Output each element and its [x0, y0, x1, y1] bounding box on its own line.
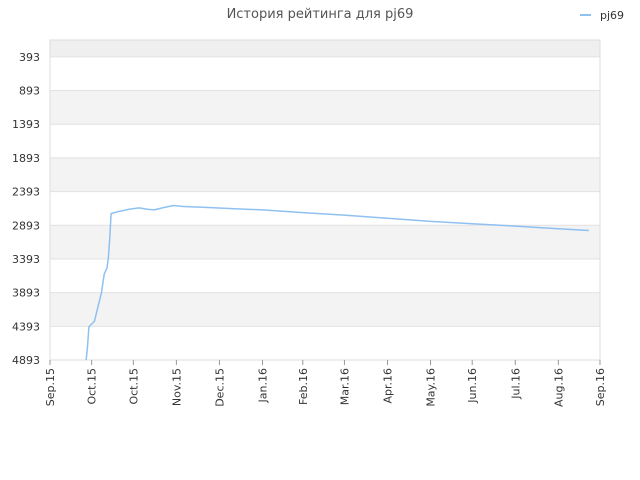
y-tick-label: 3893: [12, 287, 40, 300]
grid-band: [50, 326, 600, 360]
grid-band: [50, 292, 600, 327]
grid-band: [50, 124, 600, 158]
y-tick-label: 4893: [12, 354, 40, 367]
x-tick-label: Aug.16: [552, 368, 565, 407]
grid-bands: [50, 40, 600, 360]
y-tick-label: 4393: [12, 320, 40, 333]
y-tick-label: 3393: [12, 253, 40, 266]
grid-band: [50, 225, 600, 259]
y-tick-label: 393: [19, 51, 40, 64]
series-line-pj69: [85, 204, 589, 361]
x-tick-label: Nov.15: [170, 368, 183, 406]
x-tick-label: May.16: [425, 368, 438, 407]
x-tick-label: Jan.16: [257, 368, 270, 403]
y-tick-label: 2393: [12, 186, 40, 199]
x-tick-label: Dec.15: [213, 368, 226, 407]
y-tick-label: 1893: [12, 152, 40, 165]
plot-border: [49, 39, 601, 361]
x-tick-label: Sep.15: [44, 368, 57, 406]
chart-title: История рейтинга для pj69: [227, 7, 414, 22]
x-tick-label: Mar.16: [338, 368, 351, 405]
grid-band: [50, 40, 600, 57]
legend[interactable]: pj69: [580, 9, 624, 22]
y-tick-label: 1393: [12, 118, 40, 131]
grid-band: [50, 157, 600, 192]
series-layer: [85, 204, 589, 361]
y-tick-label: 2893: [12, 219, 40, 232]
x-tick-label: Jun.16: [466, 368, 479, 404]
grid-band: [50, 56, 600, 91]
y-axis-ticks: 393 893 1393 1893 2393 2893 3393 3893 4393 4893: [12, 51, 40, 367]
grid-band: [50, 258, 600, 293]
y-tick-label: 893: [19, 85, 40, 98]
x-tick-label: Oct.15: [127, 368, 140, 405]
legend-label-pj69: pj69: [600, 9, 624, 22]
x-tick-label: Oct.15: [86, 368, 99, 405]
x-tick-label: Apr.16: [382, 368, 395, 404]
x-tick-label: Feb.16: [297, 368, 310, 405]
x-tick-label: Jul.16: [509, 368, 522, 400]
x-tick-label: Sep.16: [594, 368, 607, 406]
x-axis-ticks: Sep.15 Oct.15 Oct.15 Nov.15 Dec.15 Jan.16 Feb.…: [44, 360, 607, 407]
grid-band: [50, 90, 600, 125]
